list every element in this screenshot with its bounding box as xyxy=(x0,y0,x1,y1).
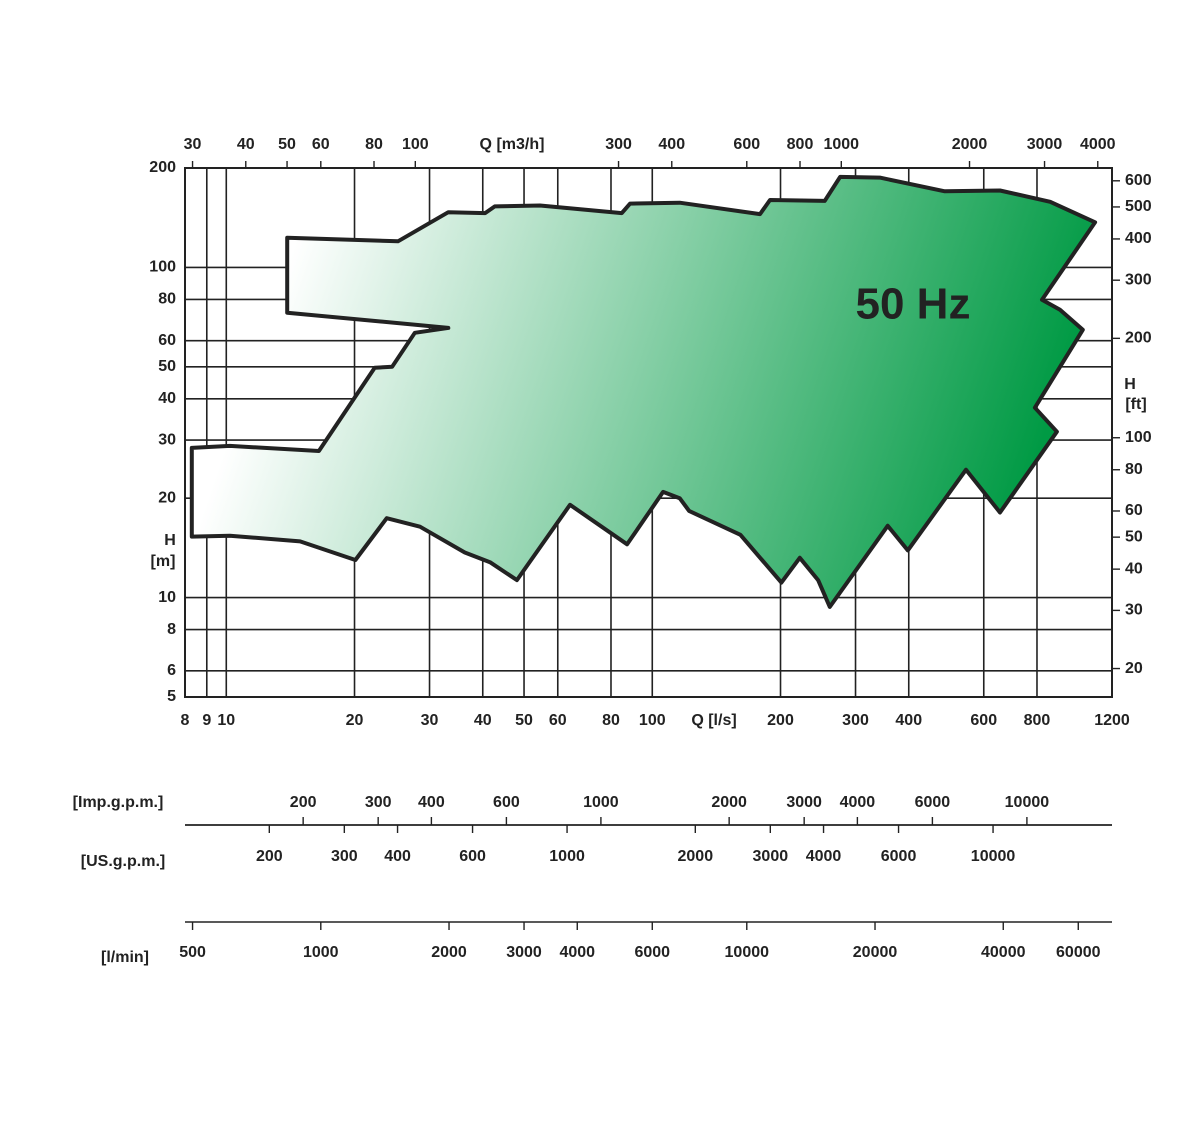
y2-tick-label: 60 xyxy=(1125,502,1143,519)
scale-tick-label: 500 xyxy=(179,944,206,961)
x-tick-label: 200 xyxy=(767,712,794,729)
x2-tick-label: 800 xyxy=(787,136,814,153)
x2-tick-label: 2000 xyxy=(952,136,988,153)
scale-tick-label: 60000 xyxy=(1056,944,1101,961)
annotation: 50 Hz xyxy=(856,280,971,329)
scale-tick-label: 3000 xyxy=(786,794,822,811)
y2-tick-label: 200 xyxy=(1125,330,1152,347)
x-tick-label: 30 xyxy=(421,712,439,729)
y-tick-label: 8 xyxy=(167,621,176,638)
scale-tick-label: 3000 xyxy=(753,848,789,865)
scale-tick-label: 1000 xyxy=(549,848,585,865)
y-tick-label: 200 xyxy=(149,159,176,176)
scale-tick-label: 1000 xyxy=(583,794,619,811)
scale-tick-label: 2000 xyxy=(711,794,747,811)
scale-tick-label: 200 xyxy=(256,848,283,865)
x2-tick-label: 600 xyxy=(733,136,760,153)
y2-tick-label: 80 xyxy=(1125,461,1143,478)
x2-tick-label: 40 xyxy=(237,136,255,153)
x-tick-label: 100 xyxy=(639,712,666,729)
x-tick-label: 800 xyxy=(1024,712,1051,729)
x2-tick-label: 80 xyxy=(365,136,383,153)
operating-range xyxy=(189,174,1098,609)
scale-tick-label: 4000 xyxy=(840,794,876,811)
plot-frame xyxy=(184,167,1113,698)
scale-title: [US.g.p.m.] xyxy=(81,853,165,870)
y-tick-label: 40 xyxy=(158,390,176,407)
scale-tick-label: 300 xyxy=(365,794,392,811)
x2-tick-label: 50 xyxy=(278,136,296,153)
scale-tick-label: 400 xyxy=(418,794,445,811)
x2-tick-label: 30 xyxy=(184,136,202,153)
x-tick-label: 9 xyxy=(202,712,211,729)
x-tick-label: 8 xyxy=(181,712,190,729)
scale-tick-label: 10000 xyxy=(725,944,770,961)
y-tick-label: 10 xyxy=(158,589,176,606)
y-axis-title: H xyxy=(164,532,176,549)
y2-tick-label: 30 xyxy=(1125,602,1143,619)
y2-tick-label: 100 xyxy=(1125,429,1152,446)
x2-tick-label: 60 xyxy=(312,136,330,153)
scale-tick-label: 200 xyxy=(290,794,317,811)
y-tick-label: 80 xyxy=(158,291,176,308)
x-tick-label: 50 xyxy=(515,712,533,729)
x-tick-label: 80 xyxy=(602,712,620,729)
y2-tick-label: 20 xyxy=(1125,660,1143,677)
scale-title: [l/min] xyxy=(101,949,149,966)
scale-tick-label: 600 xyxy=(459,848,486,865)
scale-tick-label: 600 xyxy=(493,794,520,811)
y2-axis-title: H xyxy=(1124,376,1136,393)
x-tick-label: 20 xyxy=(346,712,364,729)
area-layer xyxy=(189,174,1098,609)
x-tick-label: 40 xyxy=(474,712,492,729)
x-tick-label: 1200 xyxy=(1094,712,1130,729)
x2-tick-label: 1000 xyxy=(823,136,859,153)
x2-tick-label: 100 xyxy=(402,136,429,153)
x2-axis-title: Q [m3/h] xyxy=(480,136,545,153)
scale-tick-label: 1000 xyxy=(303,944,339,961)
scale-title: [Imp.g.p.m.] xyxy=(73,794,164,811)
scale-tick-label: 20000 xyxy=(853,944,898,961)
scale-tick-label: 6000 xyxy=(881,848,917,865)
scale-tick-label: 400 xyxy=(384,848,411,865)
scale-tick-label: 6000 xyxy=(634,944,670,961)
y-tick-label: 6 xyxy=(167,662,176,679)
y2-tick-label: 300 xyxy=(1125,271,1152,288)
scale-tick-label: 2000 xyxy=(678,848,714,865)
scale-tick-label: 300 xyxy=(331,848,358,865)
y2-axis-title: [ft] xyxy=(1125,396,1146,413)
scale-tick-label: 3000 xyxy=(506,944,542,961)
x-tick-label: 600 xyxy=(970,712,997,729)
x2-tick-label: 300 xyxy=(605,136,632,153)
x-axis-title: Q [l/s] xyxy=(691,712,736,729)
y-tick-label: 60 xyxy=(158,332,176,349)
scale-tick-label: 4000 xyxy=(806,848,842,865)
x-tick-label: 10 xyxy=(217,712,235,729)
x2-tick-label: 4000 xyxy=(1080,136,1116,153)
y-tick-label: 5 xyxy=(167,688,176,705)
y-tick-label: 20 xyxy=(158,489,176,506)
y2-tick-label: 400 xyxy=(1125,230,1152,247)
x2-tick-label: 400 xyxy=(658,136,685,153)
y2-tick-label: 600 xyxy=(1125,172,1152,189)
y-tick-label: 100 xyxy=(149,259,176,276)
scale-tick-label: 2000 xyxy=(431,944,467,961)
y2-tick-label: 40 xyxy=(1125,560,1143,577)
x-tick-label: 400 xyxy=(895,712,922,729)
y-axis-title: [m] xyxy=(151,553,176,570)
y2-tick-label: 50 xyxy=(1125,528,1143,545)
scale-tick-label: 40000 xyxy=(981,944,1026,961)
y-tick-label: 30 xyxy=(158,431,176,448)
y2-tick-label: 500 xyxy=(1125,198,1152,215)
scale-tick-label: 6000 xyxy=(915,794,951,811)
scale-tick-label: 4000 xyxy=(559,944,595,961)
x-tick-label: 300 xyxy=(842,712,869,729)
x2-tick-label: 3000 xyxy=(1027,136,1063,153)
x-tick-label: 60 xyxy=(549,712,567,729)
scale-tick-label: 10000 xyxy=(971,848,1016,865)
scale-tick-label: 10000 xyxy=(1005,794,1050,811)
y-tick-label: 50 xyxy=(158,358,176,375)
